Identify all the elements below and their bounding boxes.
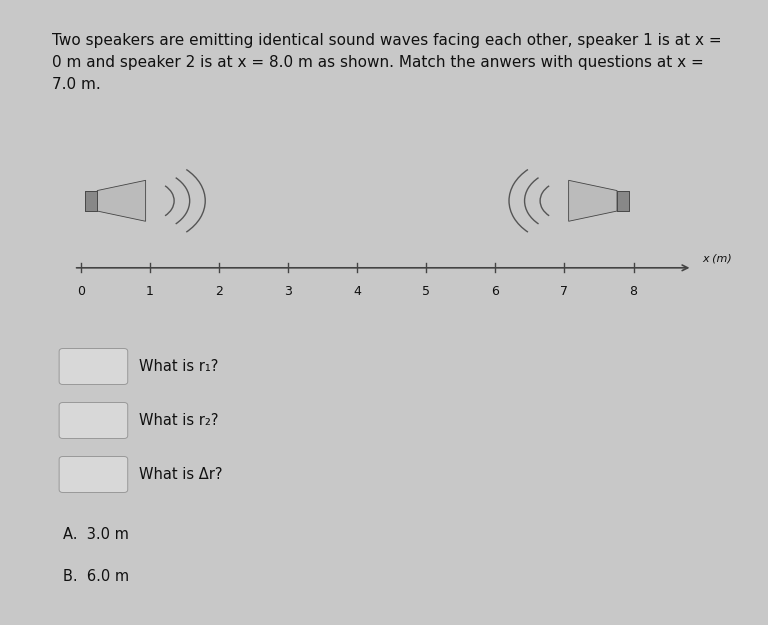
Bar [617,191,630,211]
Text: 5: 5 [422,284,430,298]
Text: A.  3.0 m: A. 3.0 m [63,527,128,542]
Text: -: - [71,468,76,481]
Text: 4: 4 [353,284,361,298]
Text: 8: 8 [630,284,637,298]
Polygon shape [98,181,146,221]
Text: 0: 0 [77,284,84,298]
Text: 2: 2 [215,284,223,298]
Text: 7: 7 [561,284,568,298]
Text: 6: 6 [492,284,499,298]
Bar [84,191,98,211]
Text: x (m): x (m) [703,254,733,264]
FancyBboxPatch shape [59,349,127,384]
Text: What is Δr?: What is Δr? [138,467,222,482]
Text: B.  6.0 m: B. 6.0 m [63,569,129,584]
Text: 3: 3 [284,284,292,298]
Bar [617,191,630,211]
Text: -: - [71,414,76,427]
Polygon shape [568,181,617,221]
Text: ∨: ∨ [104,416,111,426]
Text: ∨: ∨ [104,361,111,371]
Text: -: - [71,360,76,373]
Bar [84,191,98,211]
Text: What is r₂?: What is r₂? [138,413,218,428]
Text: Two speakers are emitting identical sound waves facing each other, speaker 1 is : Two speakers are emitting identical soun… [52,34,722,92]
Text: 1: 1 [146,284,154,298]
Text: What is r₁?: What is r₁? [138,359,218,374]
FancyBboxPatch shape [59,402,127,439]
FancyBboxPatch shape [59,456,127,493]
Text: ∨: ∨ [104,469,111,479]
